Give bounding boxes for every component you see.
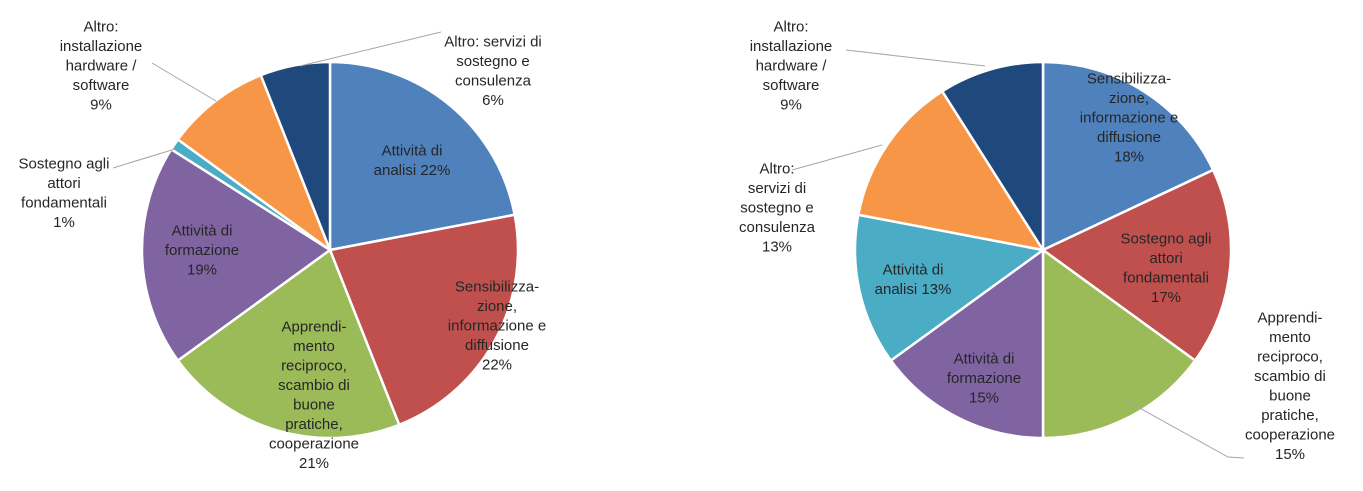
slice-label-line: 17%: [1151, 289, 1181, 306]
pie-slice: [328, 213, 520, 427]
slice-label-line: reciproco,: [1257, 349, 1323, 366]
slice-label-line: 1%: [53, 214, 75, 231]
slice-label-line: Sensibilizza-: [1087, 71, 1171, 88]
slice-label-line: servizi di: [748, 180, 806, 197]
slice-label-line: buone: [1269, 388, 1311, 405]
slice-label-line: attori: [47, 175, 80, 192]
slice-label-line: 6%: [482, 92, 504, 109]
slice-label-line: pratiche,: [1261, 407, 1319, 424]
leader-line: [1124, 399, 1245, 459]
pie-chart-2: Sensibilizza-zione, informazione e diffusi…: [739, 19, 1335, 464]
slice-label: Attività di analisi 22%: [374, 143, 451, 180]
pie-slice: [140, 147, 333, 363]
slice-label: Apprendi-mento reciproco, scambio di buone p…: [1245, 310, 1335, 464]
pie-slice: [856, 89, 1046, 252]
slice-label-line: scambio di: [278, 377, 350, 394]
pie-slice: [176, 73, 333, 254]
slice-label-line: formazione: [947, 370, 1021, 387]
slice-label-line: hardware /: [756, 58, 828, 75]
slice-label-line: Attività di: [172, 223, 233, 240]
slice-label-line: Sostegno agli: [1121, 231, 1212, 248]
leader-line: [299, 31, 442, 67]
slice-label: Apprendi-mento reciproco, scambio di buone p…: [269, 319, 359, 473]
slice-label-line: Attività di: [883, 262, 944, 279]
slice-label: Sensibilizza-zione, informazione e diffusi…: [448, 279, 546, 374]
pie-slice: [176, 248, 401, 440]
leader-line: [151, 62, 217, 102]
slice-label-line: software: [73, 77, 130, 94]
slice-label-line: informazione e: [448, 318, 546, 335]
slice-label-line: Altro:: [773, 19, 808, 36]
slice-label-line: 19%: [187, 262, 217, 279]
slice-label: Altro: installazione hardware / software 9%: [60, 19, 143, 114]
slice-label-line: software: [763, 77, 820, 94]
slice-label-line: installazione: [60, 38, 143, 55]
slice-label-line: pratiche,: [285, 416, 343, 433]
pie-slice: [328, 60, 517, 252]
slice-label: Attività di formazione 19%: [165, 223, 239, 279]
slice-label: Attività di formazione 15%: [947, 351, 1021, 407]
slice-label-line: 9%: [90, 97, 112, 114]
slice-label: Sostegno agli attori fondamentali 1%: [19, 156, 110, 232]
slice-label-line: scambio di: [1254, 368, 1326, 385]
slice-label-line: 15%: [1275, 446, 1305, 463]
slice-label-line: Apprendi-: [281, 319, 346, 336]
slice-label-line: installazione: [750, 38, 833, 55]
slice-label-line: diffusione: [465, 337, 529, 354]
slice-label-line: sostegno e: [456, 53, 529, 70]
slice-label: Altro: installazione hardware / software 9%: [750, 19, 833, 114]
slice-label: Altro: servizi di sostegno e consulenza 13%: [739, 161, 816, 256]
slice-label-line: informazione e: [1080, 110, 1178, 127]
slice-label-line: reciproco,: [281, 358, 347, 375]
slice-label-line: Altro: servizi di: [444, 34, 542, 51]
slice-label-line: mento: [1269, 329, 1311, 346]
slice-label-line: 21%: [299, 455, 329, 472]
slice-label-line: Attività di: [954, 351, 1015, 368]
slice-label-line: 9%: [780, 97, 802, 114]
slice-label-line: buone: [293, 397, 335, 414]
leader-line: [112, 148, 176, 169]
slice-label: Sensibilizza-zione, informazione e diffusi…: [1080, 71, 1178, 166]
slice-label-line: sostegno e: [740, 200, 813, 217]
leader-line: [845, 49, 986, 67]
slice-label-line: Attività di: [382, 143, 443, 160]
slice-label-line: fondamentali: [1123, 270, 1209, 287]
slice-label-line: 15%: [969, 390, 999, 407]
slice-label-line: attori: [1149, 250, 1182, 267]
pie-slice: [1041, 60, 1215, 252]
slice-label-line: zione,: [1109, 90, 1149, 107]
slice-label-line: analisi 13%: [875, 281, 952, 298]
slice-label-line: 13%: [762, 239, 792, 256]
slice-label-line: Apprendi-: [1257, 310, 1322, 327]
pie-slice: [853, 213, 1047, 363]
slice-label-line: hardware /: [66, 58, 138, 75]
slice-label: Altro: servizi di sostegno e consulenza 6%: [444, 34, 542, 110]
pie-slice: [1041, 247, 1197, 440]
slice-label-line: Sostegno agli: [19, 156, 110, 173]
pie-slice: [889, 247, 1045, 440]
slice-label-line: formazione: [165, 242, 239, 259]
pie-slice: [259, 60, 332, 251]
slice-label-line: analisi 22%: [374, 162, 451, 179]
slice-label-line: 22%: [482, 357, 512, 374]
slice-label-line: cooperazione: [1245, 427, 1335, 444]
slice-label-line: diffusione: [1097, 129, 1161, 146]
slice-label-line: Altro:: [759, 161, 794, 178]
pie-slice: [1040, 168, 1233, 363]
slice-label-line: consulenza: [739, 219, 816, 236]
slice-label-line: mento: [293, 338, 335, 355]
pie-slice: [940, 60, 1045, 255]
slice-label-line: cooperazione: [269, 436, 359, 453]
slice-label-line: fondamentali: [21, 195, 107, 212]
slice-label-line: Sensibilizza-: [455, 279, 539, 296]
slice-label-line: 18%: [1114, 149, 1144, 166]
slice-label-line: Altro:: [83, 19, 118, 36]
slice-label-line: zione,: [477, 298, 517, 315]
leader-line: [791, 144, 883, 171]
slice-label: Attività di analisi 13%: [875, 262, 952, 299]
slice-label: Sostegno agli attori fondamentali 17%: [1121, 231, 1212, 307]
pie-chart-1: Attività di analisi 22% Sensibilizza-zione…: [19, 19, 547, 473]
slice-label-line: consulenza: [455, 73, 532, 90]
